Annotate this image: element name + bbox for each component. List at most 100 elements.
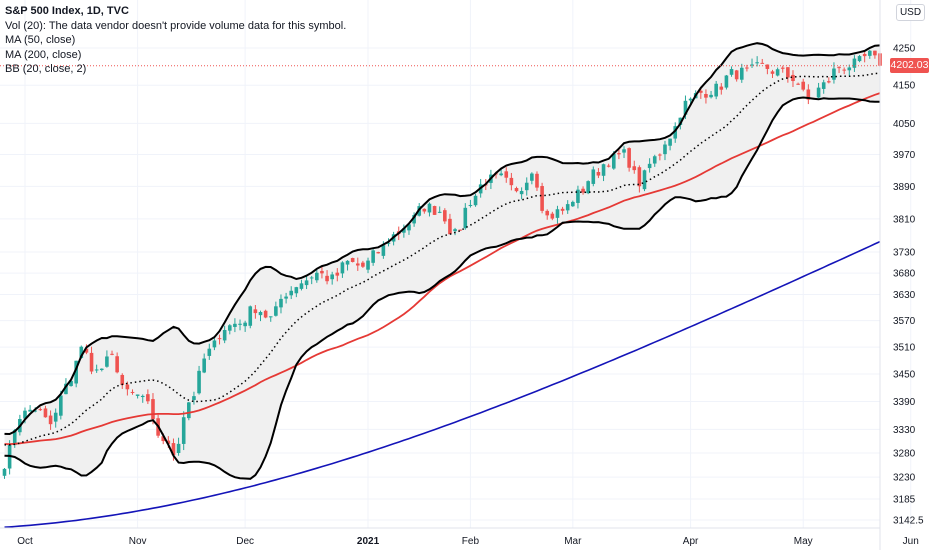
time-tick-label: Dec: [236, 536, 254, 547]
currency-button[interactable]: USD: [896, 4, 925, 21]
candle-body: [33, 410, 38, 412]
candle-body: [274, 306, 278, 316]
legend-volume[interactable]: Vol (20): The data vendor doesn't provid…: [5, 19, 347, 32]
price-tick-label: 3570: [893, 316, 916, 327]
price-tick-label: 4250: [893, 44, 916, 55]
candle-body: [780, 67, 785, 69]
candle-body: [627, 148, 631, 168]
candle-body: [540, 186, 544, 211]
candle-body: [796, 83, 800, 85]
legend-title[interactable]: S&P 500 Index, 1D, TVC: [5, 5, 129, 17]
candle-body: [279, 298, 283, 308]
candle-body: [678, 117, 683, 125]
price-tick-label: 3185: [893, 494, 916, 505]
candle-body: [867, 50, 872, 56]
candle-body: [745, 67, 749, 69]
candle-body: [668, 138, 672, 146]
candle-body: [69, 380, 73, 387]
price-tick-label: 3330: [893, 425, 916, 436]
candle-body: [268, 316, 273, 318]
bollinger-band-fill: [4, 43, 881, 479]
candle-body: [84, 348, 89, 353]
candle-body: [412, 215, 416, 224]
candle-body: [253, 309, 258, 314]
time-axis[interactable]: Oct Nov Dec 2021 Feb Mar Apr May Jun: [0, 527, 919, 547]
candle-body: [202, 358, 206, 373]
price-axis[interactable]: 4250 4150 4050 3970 3890 3810 3730 3680 3630 3570…: [879, 0, 924, 550]
candle-body: [64, 383, 68, 395]
candle-body: [161, 436, 166, 442]
price-tick-label: 3630: [893, 290, 916, 301]
candle-body: [852, 58, 857, 68]
candle-body: [699, 90, 703, 93]
candle-body: [709, 94, 713, 98]
candle-body: [361, 262, 365, 267]
price-tick-label: 3730: [893, 248, 916, 259]
candle-body: [560, 208, 565, 211]
candle-body: [688, 98, 693, 101]
candle-body: [658, 154, 662, 156]
candle-body: [806, 89, 811, 100]
candle-body: [437, 211, 442, 213]
candle-body: [535, 173, 539, 188]
candle-body: [453, 229, 457, 232]
legend-ma50[interactable]: MA (50, close): [5, 34, 76, 46]
candle-body: [576, 189, 580, 203]
bollinger-band-lines: [4, 42, 881, 480]
candle-body: [207, 348, 212, 356]
time-tick-label: Jun: [903, 536, 919, 547]
candle-body: [611, 153, 616, 169]
candle-body: [801, 81, 806, 90]
candle-body: [770, 71, 775, 74]
candle-body: [23, 410, 27, 419]
price-tick-label: 3970: [893, 150, 916, 161]
candle-body: [197, 370, 201, 394]
candle-body: [94, 369, 99, 371]
candle-body: [381, 245, 386, 256]
candle-body: [43, 408, 48, 418]
candle-body: [673, 126, 678, 139]
candle-body: [499, 173, 503, 176]
candle-body: [248, 306, 253, 326]
chart-legend: S&P 500 Index, 1D, TVC Vol (20): The dat…: [5, 4, 346, 77]
candle-body: [187, 402, 191, 419]
time-tick-label: Apr: [683, 536, 699, 547]
candle-body: [775, 69, 780, 76]
candle-body: [550, 213, 555, 219]
ma-200-line: [4, 240, 881, 528]
price-tick-label: 3810: [893, 214, 916, 225]
candle-body: [606, 165, 611, 167]
candle-body: [115, 356, 119, 373]
candle-body: [227, 325, 232, 331]
candle-body: [586, 181, 590, 194]
candle-body: [217, 338, 222, 340]
candle-body: [140, 395, 145, 398]
time-tick-label: Feb: [462, 536, 480, 547]
price-tick-label: 3680: [893, 269, 916, 280]
ma-50-line: [4, 92, 881, 446]
candle-body: [422, 208, 427, 212]
candle-body: [519, 190, 524, 195]
bollinger-fill-area: [4, 43, 881, 479]
ma-200-path: [4, 240, 881, 528]
candle-body: [366, 260, 370, 270]
time-tick-label: Mar: [564, 536, 582, 547]
candle-body: [750, 64, 754, 66]
legend-bb[interactable]: BB (20, close, 2): [5, 63, 87, 75]
candle-body: [821, 82, 826, 89]
candle-body: [760, 62, 765, 64]
candle-body: [857, 56, 862, 62]
price-tick-label: 4150: [893, 81, 916, 92]
price-tick-label: 3890: [893, 182, 916, 193]
candle-body: [105, 356, 109, 367]
candle-body: [335, 272, 340, 276]
candle-body: [146, 394, 150, 402]
candle-body: [637, 167, 642, 187]
legend-ma200[interactable]: MA (200, close): [5, 48, 82, 61]
candle-body: [110, 353, 114, 355]
bollinger-basis: [4, 72, 881, 446]
candle-body: [617, 153, 621, 155]
candle-body: [130, 391, 135, 393]
candle-body: [581, 188, 585, 193]
